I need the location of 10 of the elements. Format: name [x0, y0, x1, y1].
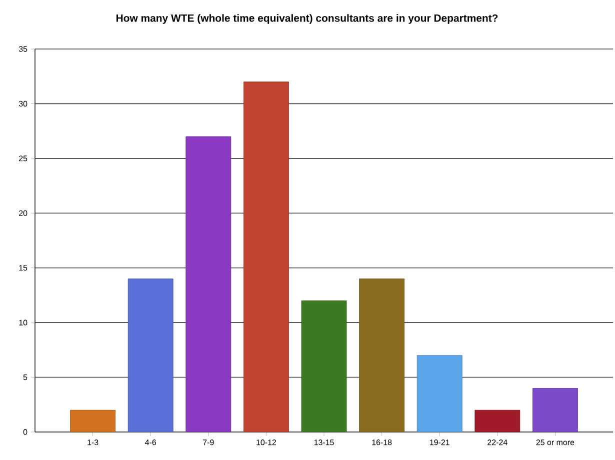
- bar: [70, 410, 116, 432]
- bar: [244, 82, 289, 432]
- bar: [186, 136, 232, 432]
- bar: [532, 388, 578, 432]
- bar: [474, 410, 520, 432]
- bar: [359, 278, 405, 432]
- bar: [301, 300, 347, 432]
- bar: [128, 278, 174, 432]
- chart-title: How many WTE (whole time equivalent) consultants are in your Department?: [116, 14, 498, 24]
- bar: [416, 355, 462, 432]
